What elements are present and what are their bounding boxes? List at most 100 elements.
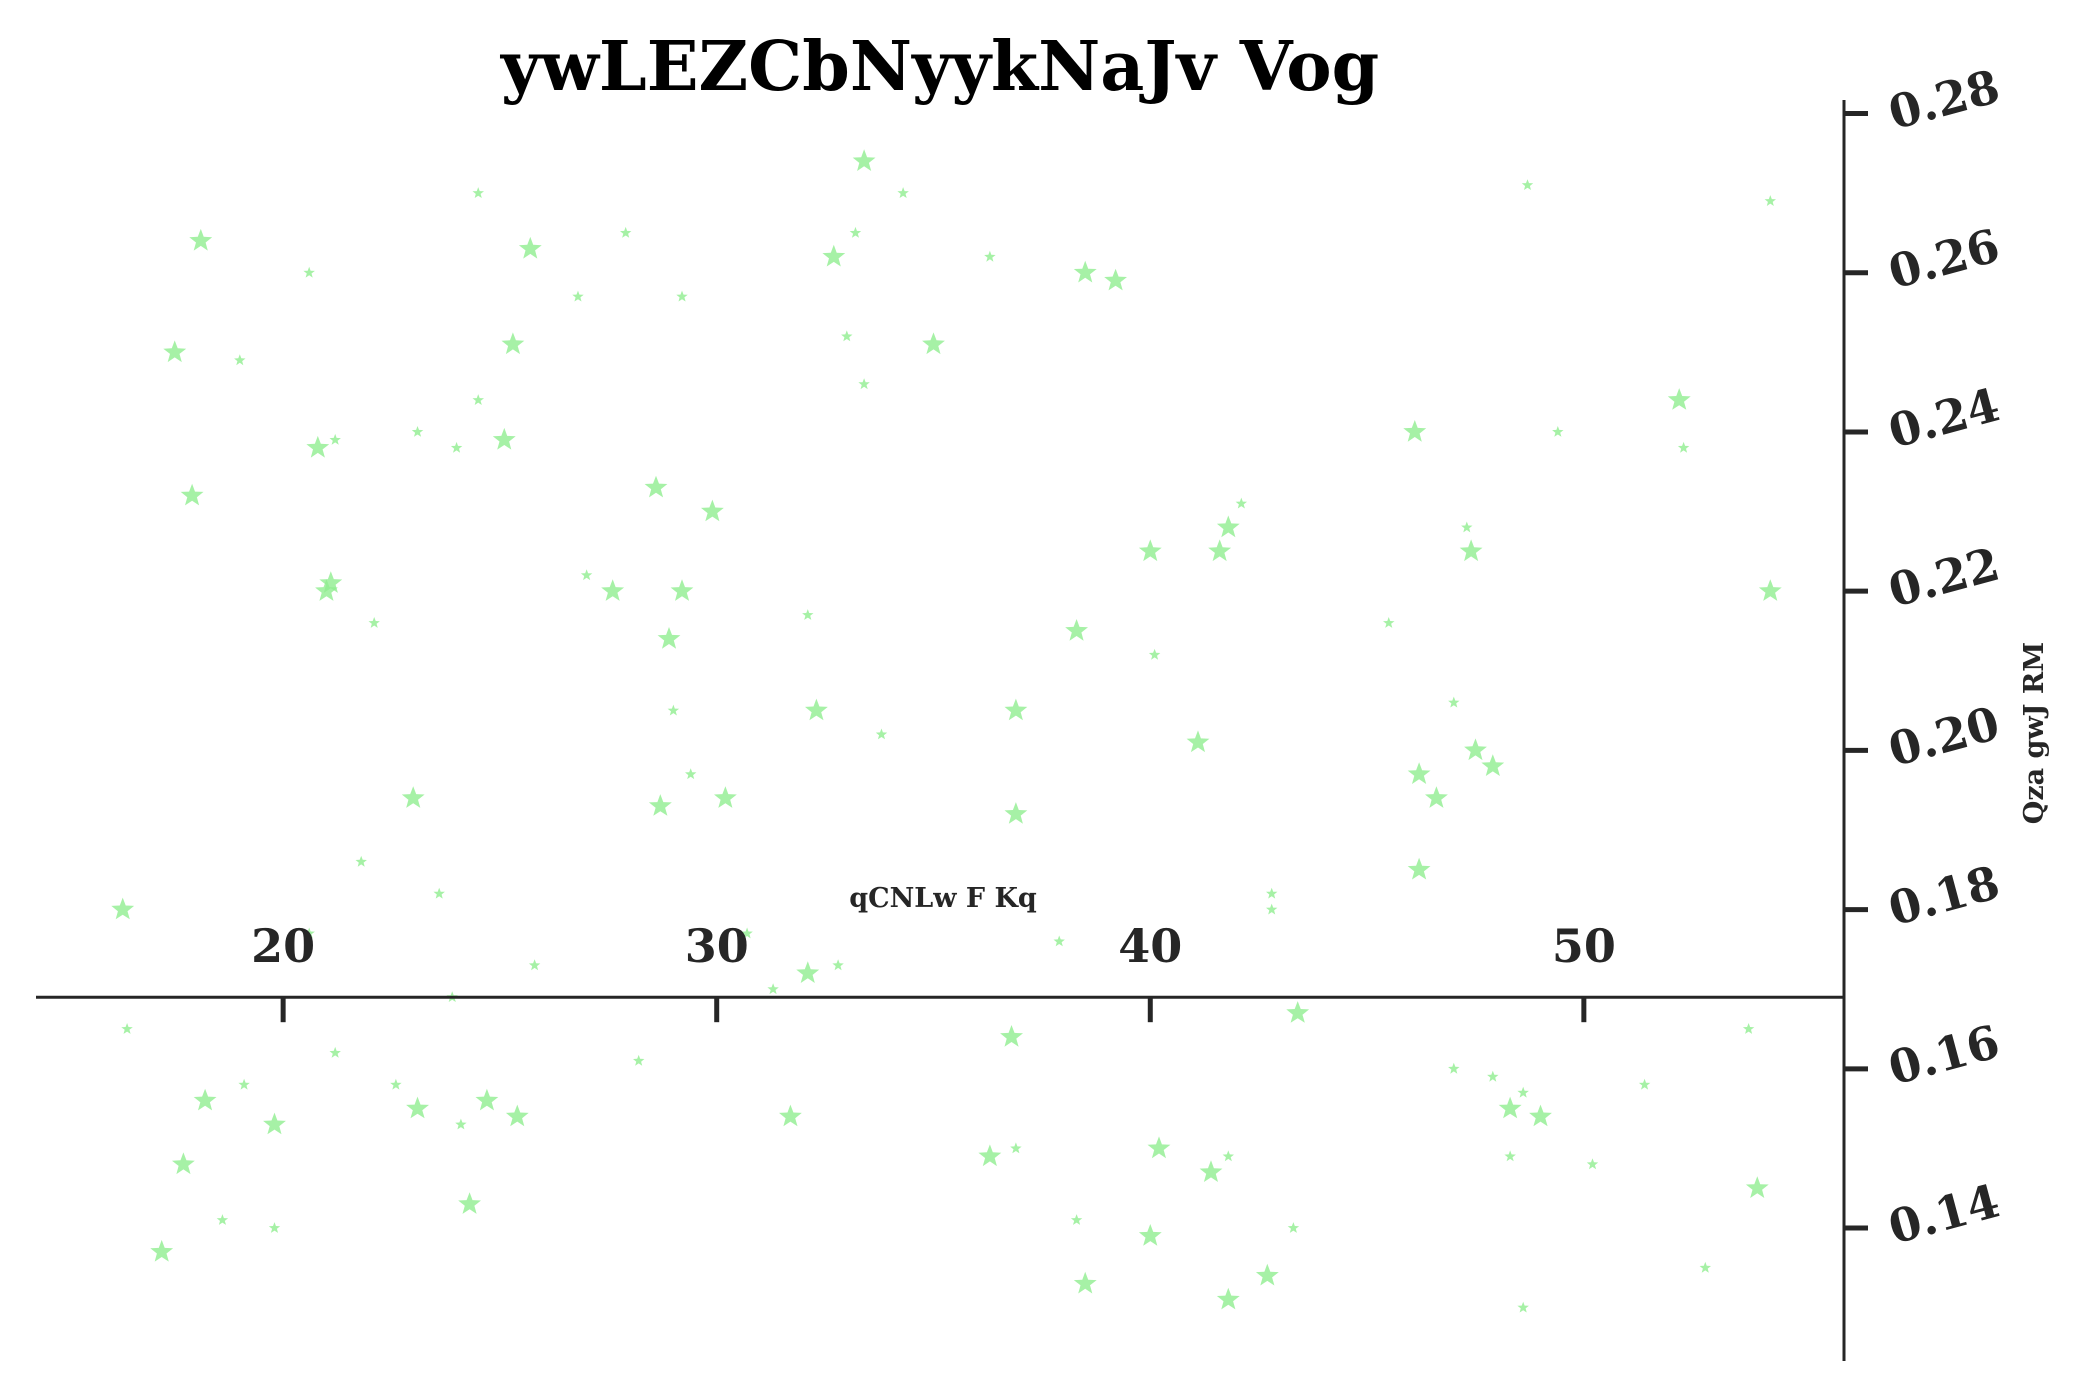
- scatter-point: [875, 728, 888, 740]
- scatter-point: [1138, 539, 1162, 562]
- scatter-point: [1266, 903, 1278, 915]
- scatter-point: [1407, 857, 1431, 880]
- scatter-point: [505, 1104, 529, 1127]
- scatter-point: [1216, 1287, 1240, 1310]
- scatter-point: [685, 768, 697, 780]
- scatter-point: [150, 1239, 174, 1262]
- scatter-point: [676, 290, 688, 302]
- scatter-point: [779, 1104, 802, 1127]
- scatter-point: [319, 571, 343, 593]
- scatter-point: [767, 983, 779, 995]
- scatter-point: [121, 1023, 133, 1034]
- scatter-point: [1235, 497, 1247, 509]
- scatter-point: [1529, 1104, 1552, 1127]
- y-axis-label: Qza gwJ RM: [2019, 642, 2050, 824]
- scatter-point: [163, 340, 187, 363]
- scatter-point: [1586, 1158, 1599, 1170]
- scatter-point: [1461, 521, 1473, 533]
- scatter-point: [922, 332, 945, 355]
- scatter-point: [805, 698, 828, 721]
- scatter-point: [1552, 426, 1564, 437]
- scatter-point: [1287, 1222, 1300, 1233]
- scatter-point: [1498, 1096, 1522, 1119]
- x-axis: 20 30 40 50: [36, 919, 1844, 1023]
- scatter-point: [193, 1088, 217, 1111]
- scatter-point: [1199, 1160, 1223, 1182]
- scatter-point: [303, 927, 315, 939]
- scatter-point: [458, 1192, 481, 1214]
- scatter-point: [822, 244, 846, 267]
- y-axis: 0.14 0.16 0.18 0.20 0.22 0.24 0.26 0.28: [1842, 59, 2005, 1361]
- y-tick-label: 0.26: [1883, 218, 2005, 299]
- scatter-point: [1147, 1136, 1171, 1159]
- scatter-point: [1004, 802, 1028, 824]
- y-tick-label: 0.22: [1883, 537, 2005, 618]
- x-tick-label: 20: [251, 919, 315, 973]
- scatter-point: [329, 1046, 341, 1058]
- scatter-point: [1667, 388, 1691, 410]
- scatter-point: [1699, 1261, 1711, 1273]
- scatter-point: [172, 1152, 195, 1175]
- y-tick-label: 0.28: [1883, 59, 2005, 140]
- scatter-point: [648, 794, 672, 816]
- scatter-point: [433, 887, 445, 899]
- scatter-point: [802, 609, 814, 620]
- scatter-point: [1403, 420, 1427, 442]
- scatter-point: [1481, 754, 1505, 776]
- scatter-point: [263, 1112, 286, 1135]
- scatter-point: [841, 330, 853, 342]
- scatter-point: [1521, 179, 1534, 190]
- scatter-point: [1053, 935, 1065, 947]
- scatter-point: [1504, 1150, 1516, 1162]
- scatter-point: [1464, 738, 1487, 761]
- x-axis-label: qCNLw F Kq: [849, 883, 1037, 914]
- scatter-point: [741, 927, 753, 939]
- scatter-point: [1255, 1263, 1279, 1286]
- scatter-point: [1070, 1214, 1083, 1225]
- scatter-point: [1138, 1224, 1162, 1246]
- scatter-point: [472, 187, 484, 198]
- scatter-point: [355, 855, 367, 867]
- scatter-point: [406, 1096, 429, 1119]
- scatter-point: [390, 1078, 402, 1090]
- y-tick-label: 0.20: [1883, 696, 2005, 777]
- scatter-point: [1677, 441, 1690, 453]
- scatter-point: [1425, 786, 1448, 808]
- scatter-point: [832, 959, 844, 971]
- scatter-point: [216, 1214, 229, 1225]
- scatter-point: [492, 427, 516, 450]
- scatter-point: [528, 959, 541, 971]
- scatter-point: [180, 483, 204, 506]
- scatter-point: [897, 187, 909, 198]
- scatter-point: [572, 290, 584, 302]
- chart-title: ywLEZCbNyykNaJv Vog: [500, 27, 1379, 107]
- scatter-point: [268, 1222, 281, 1233]
- scatter-point: [1222, 1150, 1234, 1162]
- scatter-point: [234, 354, 246, 366]
- scatter-point: [450, 441, 463, 453]
- scatter-point: [303, 266, 315, 278]
- scatter-point: [455, 1118, 467, 1130]
- scatter-point: [1216, 515, 1240, 538]
- scatter-point: [644, 475, 668, 498]
- scatter-point: [475, 1088, 499, 1111]
- scatter-point: [1000, 1025, 1023, 1047]
- scatter-point: [238, 1078, 250, 1090]
- scatter-point: [1459, 539, 1483, 562]
- scatter-point: [1517, 1086, 1529, 1098]
- scatter-point: [670, 579, 694, 601]
- scatter-point: [315, 579, 338, 601]
- scatter-point: [978, 1144, 1002, 1167]
- scatter-point: [620, 226, 632, 238]
- scatter-point: [984, 250, 996, 262]
- scatter-point: [1638, 1078, 1651, 1090]
- scatter-point: [1407, 762, 1431, 784]
- scatter-point: [796, 961, 820, 983]
- scatter-point: [1104, 268, 1127, 291]
- scatter-point: [1004, 698, 1028, 721]
- scatter-point: [472, 394, 484, 405]
- scatter-point: [1383, 617, 1395, 628]
- scatter-point: [189, 228, 213, 251]
- scatter-point: [1208, 539, 1232, 562]
